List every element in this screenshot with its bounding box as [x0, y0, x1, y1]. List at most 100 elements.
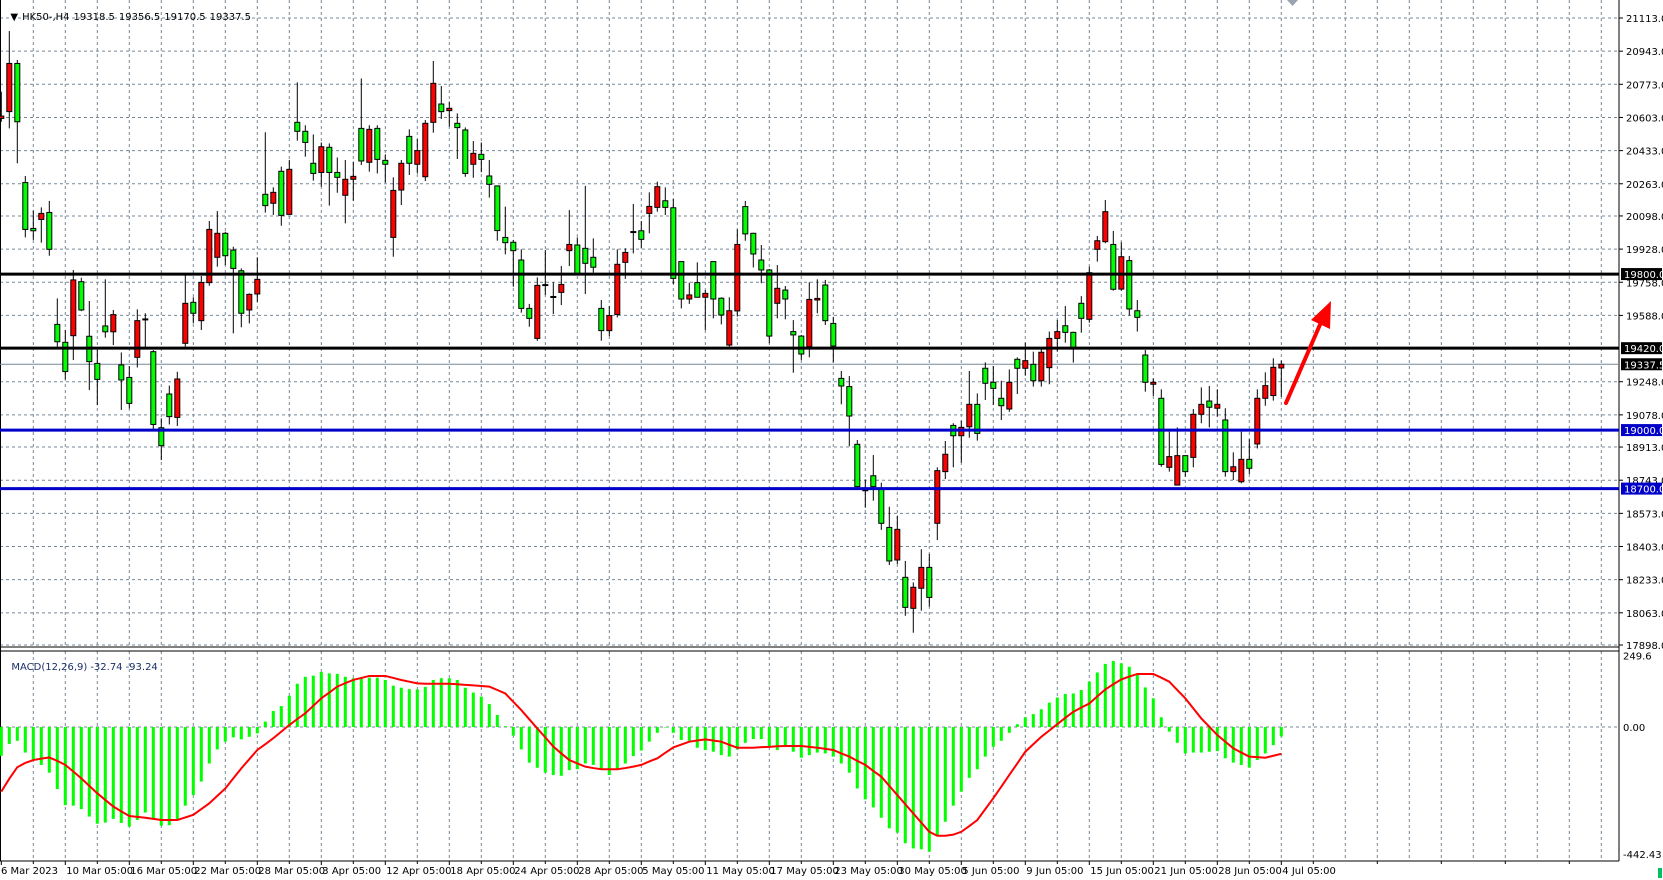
candle-bearish[interactable] [46, 211, 53, 250]
candle-bullish[interactable] [774, 287, 781, 304]
candle-bearish[interactable] [926, 566, 933, 598]
candle-bearish[interactable] [846, 386, 853, 417]
candle-bullish[interactable] [1254, 397, 1261, 445]
candle-bearish[interactable] [438, 103, 445, 113]
candle-bearish[interactable] [790, 331, 797, 336]
candle-bearish[interactable] [406, 135, 413, 164]
candle-bullish[interactable] [606, 315, 613, 332]
candle-bearish[interactable] [1062, 325, 1069, 333]
candle-bearish[interactable] [766, 269, 773, 337]
candle-bearish[interactable] [838, 377, 845, 387]
candle-bullish[interactable] [1094, 240, 1101, 250]
candle-bearish[interactable] [158, 427, 165, 447]
candle-bullish[interactable] [182, 302, 189, 344]
candle-bullish[interactable] [398, 162, 405, 191]
candle-bearish[interactable] [1110, 243, 1117, 290]
candle-bullish[interactable] [70, 279, 77, 337]
candle-bearish[interactable] [974, 403, 981, 434]
candle-bearish[interactable] [990, 381, 997, 389]
candle-bearish[interactable] [1134, 310, 1141, 318]
candle-bearish[interactable] [478, 153, 485, 160]
candle-bullish[interactable] [198, 281, 205, 322]
candle-bearish[interactable] [670, 207, 677, 279]
candle-bullish[interactable] [558, 283, 565, 293]
candle-bearish[interactable] [878, 488, 885, 524]
candle-bullish[interactable] [934, 470, 941, 524]
candle-bearish[interactable] [1014, 358, 1021, 369]
candle-bearish[interactable] [1126, 260, 1133, 310]
candle-bearish[interactable] [102, 325, 109, 333]
candle-bullish[interactable] [622, 251, 629, 263]
candle-bearish[interactable] [190, 301, 197, 314]
candle-bearish[interactable] [678, 261, 685, 300]
candle-bearish[interactable] [374, 127, 381, 160]
candle-bullish[interactable] [318, 146, 325, 173]
candle-bearish[interactable] [590, 256, 597, 268]
candle-bullish[interactable] [1174, 455, 1181, 486]
candle-bullish[interactable] [342, 178, 349, 196]
candle-bearish[interactable] [1030, 363, 1037, 382]
candle-bullish[interactable] [142, 318, 149, 321]
candle-bullish[interactable] [1230, 466, 1237, 473]
candle-bearish[interactable] [126, 376, 133, 404]
candle-bearish[interactable] [510, 241, 517, 252]
candle-bullish[interactable] [110, 314, 117, 333]
candle-bearish[interactable] [526, 307, 533, 319]
candle-bearish[interactable] [710, 261, 717, 300]
candle-bullish[interactable] [214, 232, 221, 258]
candle-bearish[interactable] [638, 230, 645, 240]
candle-bullish[interactable] [366, 128, 373, 163]
candle-bullish[interactable] [1278, 363, 1285, 369]
candle-bearish[interactable] [238, 270, 245, 314]
candle-bearish[interactable] [750, 232, 757, 255]
candle-bullish[interactable] [1190, 413, 1197, 458]
candle-bearish[interactable] [94, 362, 101, 380]
candle-bearish[interactable] [782, 289, 789, 300]
candle-bullish[interactable] [38, 212, 45, 220]
candle-bullish[interactable] [1262, 385, 1269, 399]
candle-bearish[interactable] [1070, 331, 1077, 348]
candle-bearish[interactable] [278, 170, 285, 216]
candle-bearish[interactable] [822, 284, 829, 322]
triangle-down-icon[interactable]: ▼ [10, 12, 19, 23]
candle-bearish[interactable] [1222, 419, 1229, 473]
candle-bullish[interactable] [1270, 366, 1277, 397]
candle-bearish[interactable] [574, 244, 581, 275]
candle-bullish[interactable] [702, 292, 709, 298]
candle-bullish[interactable] [942, 453, 949, 473]
candle-bullish[interactable] [1006, 381, 1013, 410]
candle-bearish[interactable] [758, 259, 765, 271]
candle-bullish[interactable] [1238, 458, 1245, 483]
candle-bullish[interactable] [910, 586, 917, 609]
candle-bullish[interactable] [646, 205, 653, 214]
candle-bearish[interactable] [718, 297, 725, 316]
candle-bearish[interactable] [518, 259, 525, 309]
candle-bullish[interactable] [206, 228, 213, 284]
candle-bearish[interactable] [742, 206, 749, 235]
candle-bearish[interactable] [1206, 400, 1213, 408]
candle-bullish[interactable] [654, 186, 661, 208]
candle-bullish[interactable] [350, 175, 357, 180]
chart-shift-marker-icon[interactable] [1287, 0, 1298, 6]
candle-bearish[interactable] [310, 162, 317, 174]
candle-bullish[interactable] [1150, 381, 1157, 385]
candle-bullish[interactable] [390, 189, 397, 238]
candle-bearish[interactable] [830, 322, 837, 347]
candle-bearish[interactable] [382, 159, 389, 165]
candle-bullish[interactable] [0, 115, 5, 119]
candle-bearish[interactable] [118, 364, 125, 381]
candle-bullish[interactable] [566, 243, 573, 252]
candle-bearish[interactable] [582, 247, 589, 264]
candle-bullish[interactable] [1214, 403, 1221, 409]
candle-bullish[interactable] [1198, 403, 1205, 415]
candle-bullish[interactable] [734, 243, 741, 312]
candle-bullish[interactable] [446, 107, 453, 112]
candle-bearish[interactable] [62, 341, 69, 373]
candle-bullish[interactable] [1166, 456, 1173, 468]
candle-bearish[interactable] [486, 175, 493, 185]
candle-bearish[interactable] [334, 171, 341, 178]
candle-bearish[interactable] [542, 284, 549, 287]
candle-bullish[interactable] [430, 82, 437, 123]
candle-bullish[interactable] [806, 298, 813, 348]
